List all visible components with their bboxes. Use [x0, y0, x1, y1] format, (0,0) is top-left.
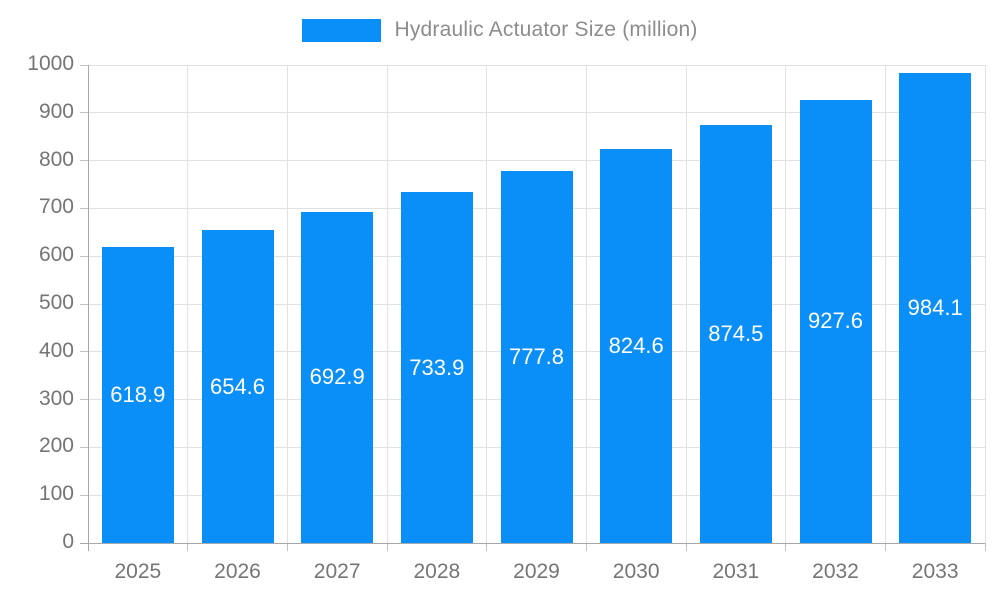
bar-value-label: 692.9 [309, 364, 365, 390]
x-axis-tick [486, 543, 488, 551]
bar-value-label: 777.8 [508, 344, 565, 370]
x-axis-tick [685, 543, 687, 551]
x-axis-label: 2030 [612, 560, 660, 583]
x-axis-label: 2028 [413, 560, 461, 583]
y-axis-label: 300 [38, 386, 74, 410]
h-gridline [88, 112, 985, 114]
v-gridline [685, 65, 687, 543]
bar[interactable]: 733.9 [400, 192, 473, 543]
bar[interactable]: 777.8 [500, 171, 573, 543]
y-axis-tick [80, 112, 88, 114]
bar-value-label: 654.6 [209, 373, 266, 399]
y-axis-tick [80, 255, 88, 257]
y-axis-tick [80, 207, 88, 209]
x-axis-label: 2032 [812, 560, 859, 583]
y-axis-label: 800 [38, 147, 74, 171]
x-axis-label: 2025 [114, 560, 162, 583]
legend-label: Hydraulic Actuator Size (million) [394, 18, 698, 41]
bar-value-label: 733.9 [409, 354, 465, 380]
x-axis-label: 2027 [313, 560, 361, 583]
bar[interactable]: 824.6 [600, 148, 673, 543]
x-axis-label: 2026 [214, 560, 261, 583]
x-axis-tick [884, 543, 886, 551]
y-axis-label: 400 [38, 338, 74, 362]
y-axis-tick [80, 303, 88, 305]
y-axis-label: 600 [38, 243, 74, 267]
bar-value-label: 618.9 [110, 382, 166, 408]
h-gridline [88, 64, 985, 66]
v-gridline [286, 65, 288, 543]
y-axis-label: 700 [38, 195, 74, 219]
y-axis-label: 100 [38, 482, 74, 506]
y-axis-tick [80, 351, 88, 353]
x-axis-label: 2029 [513, 560, 560, 583]
y-axis-line [87, 65, 89, 551]
v-gridline [984, 65, 986, 543]
y-axis-tick [80, 160, 88, 162]
v-gridline [884, 65, 886, 543]
bar-value-label: 824.6 [608, 332, 664, 358]
bar[interactable]: 984.1 [899, 72, 972, 543]
y-axis-label: 500 [38, 291, 74, 314]
v-gridline [585, 65, 587, 543]
x-axis-tick [585, 543, 587, 551]
y-axis-label: 200 [38, 434, 74, 458]
legend-swatch [302, 18, 382, 42]
x-axis-label: 2031 [712, 560, 760, 583]
x-axis-tick [187, 543, 189, 551]
x-axis-tick [286, 543, 288, 551]
v-gridline [785, 65, 787, 543]
bar-value-label: 927.6 [807, 308, 864, 334]
y-axis-label: 0 [62, 530, 74, 553]
bar-value-label: 984.1 [907, 294, 963, 320]
y-axis-tick [80, 446, 88, 448]
legend[interactable]: Hydraulic Actuator Size (million) [0, 18, 1000, 42]
x-axis-tick [984, 543, 986, 551]
x-axis-tick [785, 543, 787, 551]
y-axis-label: 900 [38, 99, 74, 123]
bar[interactable]: 618.9 [101, 247, 174, 543]
y-axis-tick [80, 494, 88, 496]
bar-value-label: 874.5 [708, 320, 764, 346]
bar[interactable]: 654.6 [201, 230, 274, 543]
v-gridline [486, 65, 488, 543]
x-axis-tick [386, 543, 388, 551]
y-axis-label: 1000 [27, 52, 74, 75]
bar[interactable]: 874.5 [699, 124, 772, 543]
h-gridline [88, 160, 985, 162]
x-axis-label: 2033 [911, 560, 959, 583]
v-gridline [187, 65, 189, 543]
y-axis-tick [80, 64, 88, 66]
bar[interactable]: 927.6 [799, 99, 872, 543]
y-axis-tick [80, 399, 88, 401]
v-gridline [386, 65, 388, 543]
bar[interactable]: 692.9 [301, 211, 374, 543]
x-axis-line [80, 542, 985, 544]
